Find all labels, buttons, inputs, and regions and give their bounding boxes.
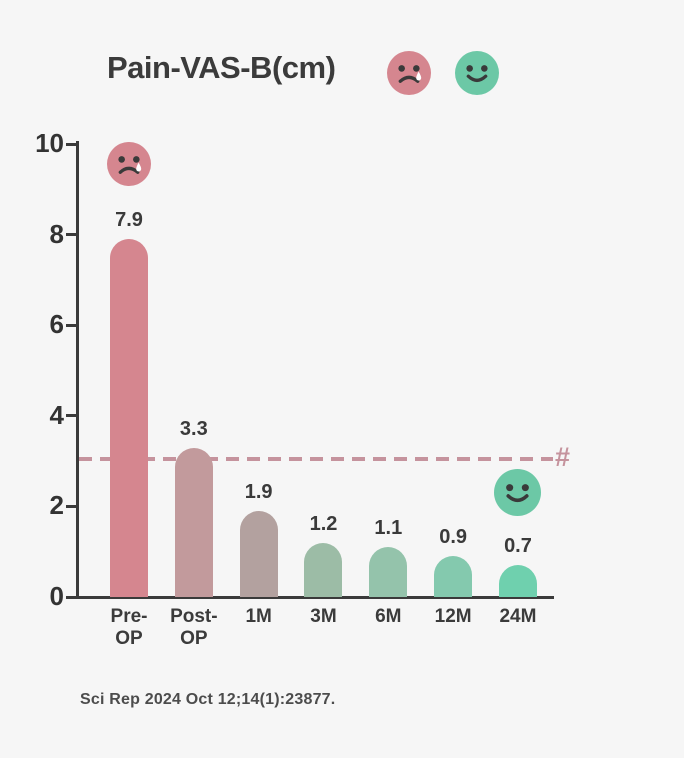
bar-value-label: 1.2: [309, 512, 338, 535]
bar-value-label: 3.3: [179, 417, 208, 440]
x-tick-label-3m: 3M: [310, 606, 337, 627]
y-tick: [66, 595, 77, 599]
x-axis-line: [76, 596, 554, 599]
happy-face-icon: [455, 51, 499, 95]
y-tick: [66, 323, 77, 327]
x-tick-label-24m: 24M: [499, 606, 537, 627]
bar-pre-op: [110, 239, 148, 597]
bar-24m: [498, 565, 537, 597]
sad-face-icon: [387, 51, 431, 95]
bar-value-label: 1.1: [374, 517, 403, 540]
x-tick-label-1m: 1M: [245, 606, 272, 627]
bar-value-label: 0.7: [504, 535, 532, 558]
y-tick-label: 4: [49, 399, 64, 430]
chart-title: Pain-VAS-B(cm): [107, 50, 336, 85]
reference-dashed-line: [79, 456, 553, 461]
x-tick-label-12m: 12M: [434, 606, 472, 627]
y-tick-label: 10: [35, 128, 64, 158]
y-tick: [66, 504, 77, 508]
bar-12m: [434, 556, 473, 597]
citation-text: Sci Rep 2024 Oct 12;14(1):23877.: [80, 691, 336, 708]
y-axis-line: [76, 141, 79, 599]
y-tick-label: 6: [49, 309, 64, 340]
bar-value-label: 1.9: [244, 480, 273, 503]
reference-line-label: #: [555, 441, 571, 472]
y-tick: [66, 233, 77, 237]
x-tick-label-pre-op: Pre- OP: [110, 606, 148, 649]
y-tick: [66, 142, 77, 146]
y-tick-label: 8: [49, 218, 64, 249]
y-tick-label: 2: [49, 490, 64, 521]
y-tick: [66, 414, 77, 418]
x-tick-label-6m: 6M: [375, 606, 402, 627]
bar-value-label: 0.9: [439, 526, 468, 549]
x-tick-label-post-op: Post- OP: [170, 606, 218, 649]
bar-6m: [369, 547, 408, 597]
bar-3m: [304, 542, 343, 597]
sad-face-icon: [107, 142, 151, 186]
y-tick-label: 0: [49, 581, 64, 611]
bar-1m: [239, 510, 278, 597]
bar-post-op: [174, 447, 213, 597]
bar-value-label: 7.9: [115, 209, 143, 232]
happy-face-icon: [493, 468, 541, 516]
